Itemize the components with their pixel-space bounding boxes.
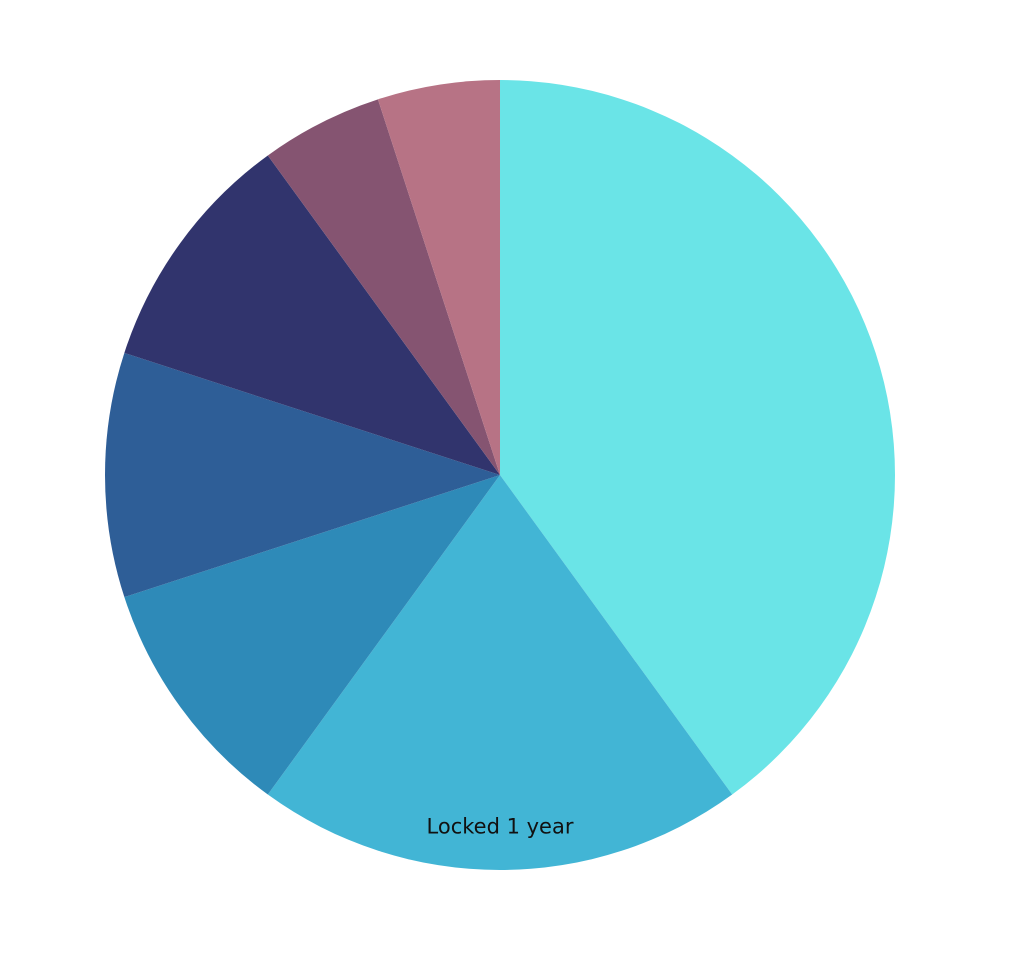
pie-slice-3 [105, 352, 500, 598]
pie-slice-0 [500, 80, 895, 795]
pie-labels: Locked 1 year [427, 815, 574, 839]
pie-slice-2 [124, 475, 501, 795]
pie-slices [105, 80, 895, 870]
pie-slice-1 [267, 475, 733, 870]
pie-slice-6 [377, 80, 500, 475]
pie-slice-label-1: Locked 1 year [427, 815, 574, 839]
pie-slice-4 [124, 155, 501, 475]
pie-slice-5 [267, 99, 500, 476]
